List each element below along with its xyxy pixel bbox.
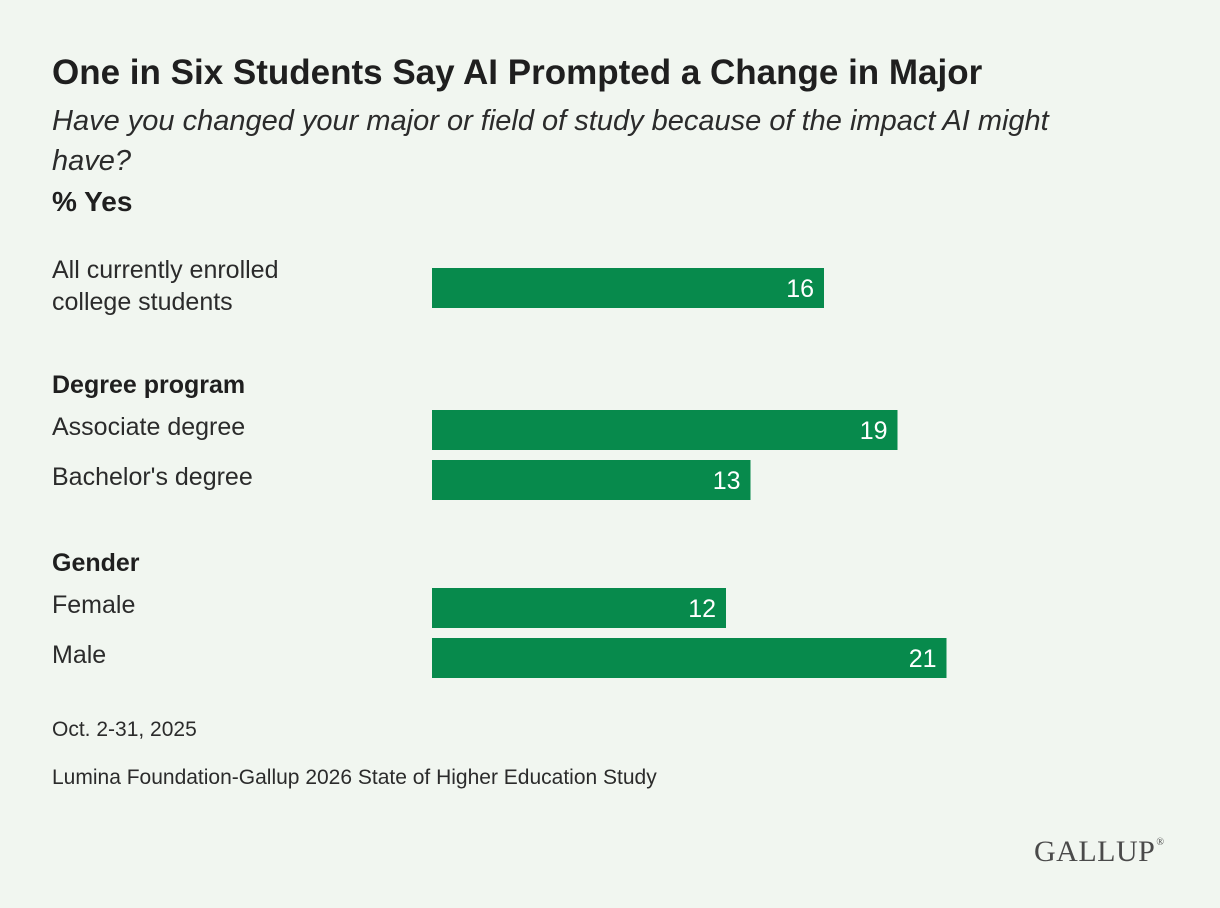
group-label: Gender: [52, 549, 140, 577]
chart-subtitle: Have you changed your major or field of …: [52, 105, 1049, 177]
value-label: 12: [688, 595, 716, 623]
survey-date: Oct. 2-31, 2025: [52, 718, 197, 741]
bar: [432, 588, 726, 628]
gallup-logo-text: GALLUP: [1034, 835, 1156, 868]
registered-mark: ®: [1156, 837, 1165, 848]
category-label: Bachelor's degree: [52, 463, 253, 491]
chart-title: One in Six Students Say AI Prompted a Ch…: [52, 53, 983, 92]
value-label: 19: [860, 417, 888, 445]
bar: [432, 268, 824, 308]
value-label: 21: [909, 645, 937, 673]
category-label: All currently enrolled college students: [52, 256, 279, 316]
bar: [432, 410, 898, 450]
group-label: Degree program: [52, 371, 245, 399]
source-note: Lumina Foundation-Gallup 2026 State of H…: [52, 766, 657, 789]
category-label: Male: [52, 641, 106, 669]
value-label: 13: [713, 467, 741, 495]
category-label: Female: [52, 591, 135, 619]
bar: [432, 460, 751, 500]
bar: [432, 638, 947, 678]
gallup-logo: GALLUP®: [1034, 826, 1164, 869]
measure-label: % Yes: [52, 186, 133, 217]
value-label: 16: [786, 275, 814, 303]
category-label: Associate degree: [52, 413, 245, 441]
